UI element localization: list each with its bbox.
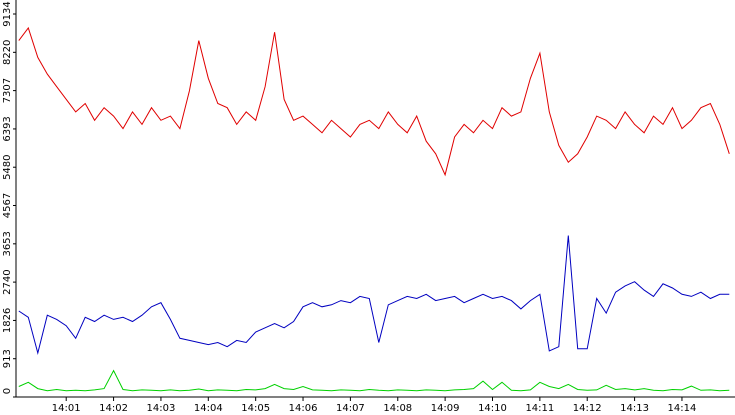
series-line (18, 369, 730, 392)
y-tick-label: 5480 (2, 154, 13, 179)
x-tick-label: 14:14 (668, 403, 697, 414)
y-tick-label: 6393 (2, 116, 13, 141)
x-tick-label: 14:08 (383, 403, 412, 414)
x-tick-label: 14:09 (431, 403, 460, 414)
series-line (18, 235, 730, 355)
x-tick-label: 14:12 (573, 403, 602, 414)
x-tick-label: 14:10 (478, 403, 507, 414)
series-line (18, 26, 730, 177)
x-tick-label: 14:01 (52, 403, 81, 414)
x-tick-label: 14:02 (99, 403, 128, 414)
y-tick-label: 4567 (2, 193, 13, 218)
y-tick-label: 1826 (2, 308, 13, 333)
y-tick-label: 3653 (2, 231, 13, 256)
x-tick-label: 14:03 (147, 403, 176, 414)
x-tick-label: 14:04 (194, 403, 223, 414)
y-tick-label: 913 (2, 349, 13, 368)
x-tick-label: 14:06 (289, 403, 318, 414)
y-tick-label: 7307 (2, 78, 13, 103)
x-tick-label: 14:07 (336, 403, 365, 414)
y-tick-label: 0 (2, 388, 13, 394)
x-tick-label: 14:11 (525, 403, 554, 414)
y-tick-label: 2740 (2, 269, 13, 294)
x-tick-label: 14:05 (241, 403, 270, 414)
y-tick-label: 8220 (2, 40, 13, 65)
x-tick-label: 14:13 (620, 403, 649, 414)
y-tick-label: 9134 (2, 1, 13, 26)
